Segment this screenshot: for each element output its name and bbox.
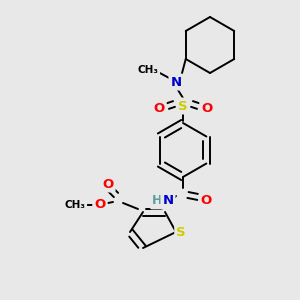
Text: CH₃: CH₃ bbox=[137, 65, 158, 75]
Text: S: S bbox=[178, 100, 188, 112]
Text: N: N bbox=[162, 194, 174, 208]
Text: O: O bbox=[94, 199, 106, 212]
Text: O: O bbox=[200, 194, 211, 208]
Text: O: O bbox=[153, 101, 165, 115]
Text: O: O bbox=[102, 178, 114, 190]
Text: CH₃: CH₃ bbox=[64, 200, 86, 210]
Text: O: O bbox=[201, 101, 213, 115]
Text: H: H bbox=[152, 194, 162, 208]
Text: N: N bbox=[170, 76, 182, 88]
Text: S: S bbox=[176, 226, 186, 238]
